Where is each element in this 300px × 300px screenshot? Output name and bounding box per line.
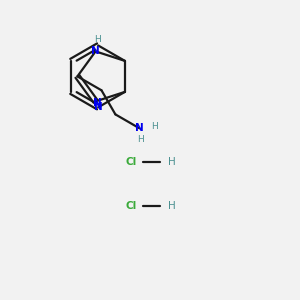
Text: Cl: Cl	[125, 201, 136, 211]
Text: N: N	[94, 102, 103, 112]
Text: Cl: Cl	[125, 157, 136, 167]
Text: H: H	[94, 34, 100, 43]
Text: N: N	[91, 46, 100, 56]
Text: N: N	[93, 98, 101, 108]
Text: H: H	[138, 135, 144, 144]
Text: H: H	[168, 157, 176, 167]
Text: H: H	[168, 201, 176, 211]
Text: H: H	[152, 122, 158, 131]
Text: N: N	[135, 123, 144, 133]
